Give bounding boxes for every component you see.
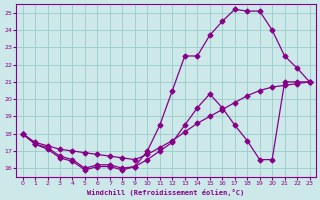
X-axis label: Windchill (Refroidissement éolien,°C): Windchill (Refroidissement éolien,°C) bbox=[87, 189, 245, 196]
